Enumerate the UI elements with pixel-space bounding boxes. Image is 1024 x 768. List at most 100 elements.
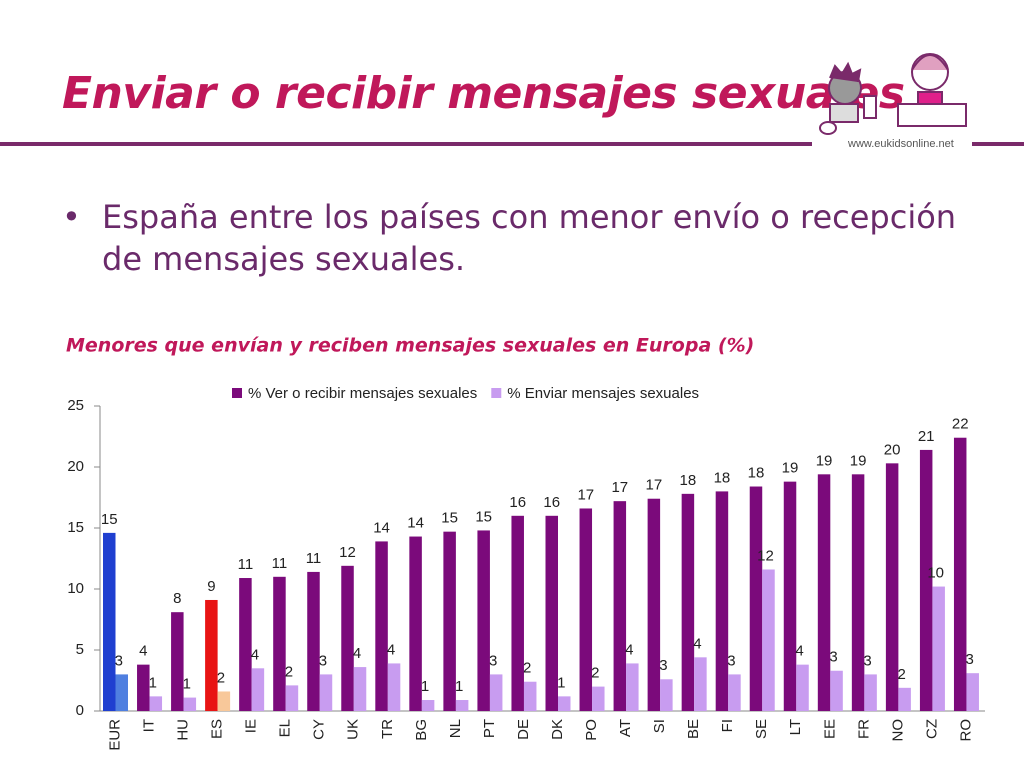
bar <box>443 531 456 711</box>
x-tick-label: BG <box>413 719 430 741</box>
bar <box>455 700 469 711</box>
bar <box>307 571 320 711</box>
value-label: 4 <box>625 641 633 658</box>
x-tick-label: BE <box>685 719 702 739</box>
value-label: 4 <box>139 643 147 660</box>
x-tick-label: DK <box>549 719 566 740</box>
value-label: 11 <box>238 556 254 573</box>
bar <box>523 681 537 711</box>
value-label: 4 <box>251 646 259 663</box>
value-label: 4 <box>693 635 701 652</box>
bar <box>103 532 116 711</box>
bar <box>715 491 729 711</box>
x-tick-label: IT <box>141 719 158 732</box>
bar <box>626 663 639 711</box>
x-tick-label: AT <box>617 719 634 737</box>
value-label: 2 <box>591 665 599 682</box>
value-label: 11 <box>272 555 288 572</box>
bar <box>783 481 797 711</box>
bar <box>421 700 435 711</box>
x-tick-label: RO <box>957 719 974 742</box>
value-label: 1 <box>455 678 463 695</box>
value-label: 17 <box>577 486 594 503</box>
x-tick-label: TR <box>379 719 396 739</box>
value-label: 9 <box>207 578 215 595</box>
x-tick-label: FI <box>719 719 736 732</box>
bar <box>681 493 695 711</box>
value-label: 12 <box>339 544 356 561</box>
legend-label: % Ver o recibir mensajes sexuales <box>248 385 477 402</box>
bar <box>796 664 809 711</box>
bar <box>592 686 605 711</box>
bar <box>545 515 558 711</box>
x-tick-label: CZ <box>923 719 940 739</box>
bar <box>489 674 503 711</box>
x-tick-label: SE <box>753 719 770 739</box>
bar <box>558 696 571 711</box>
value-label: 19 <box>850 452 867 469</box>
bar <box>319 674 333 711</box>
value-label: 3 <box>659 657 667 674</box>
value-label: 3 <box>115 652 123 669</box>
bar <box>353 667 367 711</box>
value-label: 1 <box>557 674 565 691</box>
bar <box>137 664 150 711</box>
bar <box>273 576 286 711</box>
bar <box>647 498 661 711</box>
value-label: 3 <box>966 651 974 668</box>
logo <box>819 53 967 135</box>
bar <box>694 657 707 711</box>
bar <box>953 437 967 711</box>
value-label: 14 <box>407 515 424 532</box>
y-tick-label: 5 <box>76 641 84 658</box>
value-label: 3 <box>727 652 735 669</box>
value-label: 16 <box>543 494 560 511</box>
value-label: 4 <box>353 645 361 662</box>
legend-label: % Enviar mensajes sexuales <box>507 385 699 402</box>
value-label: 1 <box>149 674 157 691</box>
value-label: 2 <box>897 666 905 683</box>
value-label: 1 <box>183 676 191 693</box>
value-label: 4 <box>795 643 803 660</box>
bar <box>375 541 388 711</box>
bar <box>387 663 401 711</box>
value-label: 8 <box>173 590 181 607</box>
bar <box>762 569 775 711</box>
bar <box>919 449 933 711</box>
bar <box>409 536 422 711</box>
x-tick-label: ES <box>209 719 226 739</box>
bar <box>830 670 843 711</box>
value-label: 2 <box>523 660 531 677</box>
value-label: 14 <box>373 519 390 536</box>
bar <box>728 674 741 711</box>
value-label: 11 <box>306 550 322 567</box>
value-label: 15 <box>475 508 492 525</box>
y-tick-label: 10 <box>67 580 84 597</box>
bar <box>183 697 197 711</box>
value-label: 15 <box>101 511 118 528</box>
value-label: 2 <box>217 669 225 686</box>
bar <box>251 668 265 711</box>
bar <box>217 691 231 711</box>
value-label: 2 <box>285 663 293 680</box>
bar <box>749 486 763 711</box>
bar <box>149 696 163 711</box>
x-tick-label: DE <box>515 719 532 740</box>
x-tick-label: FR <box>855 719 872 739</box>
value-label: 1 <box>421 678 429 695</box>
value-label: 19 <box>782 460 799 477</box>
bar <box>613 501 627 711</box>
value-label: 18 <box>680 472 697 489</box>
x-tick-label: NO <box>889 719 906 742</box>
bar <box>115 674 128 711</box>
url: www.eukidsonline.net <box>848 138 954 150</box>
bar <box>851 474 865 711</box>
bar <box>341 565 354 711</box>
bullet: España entre los países con menor envío … <box>62 196 1002 280</box>
bar <box>285 685 299 711</box>
bar <box>511 515 524 711</box>
bar <box>864 674 877 711</box>
